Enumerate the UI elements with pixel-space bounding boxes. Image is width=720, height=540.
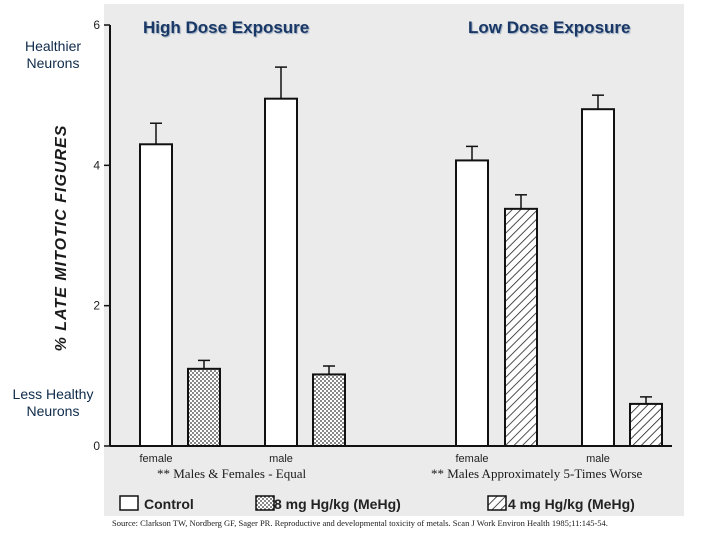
- group-label-male: male: [269, 453, 293, 465]
- y-tick-label: 4: [93, 158, 100, 172]
- bar-male-mehg: [629, 402, 663, 447]
- legend: Control 8 mg Hg/kg (MeHg) 4 mg Hg/kg (MeHg…: [119, 495, 635, 512]
- bar-female-mehg: [187, 367, 221, 448]
- high-dose-title: High Dose Exposure: [143, 18, 310, 37]
- legend-label-plain: Control: [144, 496, 194, 512]
- high-dose-note: ** Males & Females - Equal: [157, 466, 307, 481]
- bar-female-control: [455, 159, 489, 447]
- y-tick-label: 0: [93, 439, 100, 453]
- legend-label-dots: 8 mg Hg/kg (MeHg): [274, 496, 401, 512]
- y-tick-label: 2: [93, 299, 100, 313]
- less-healthy-neurons-label: Less Healthy Neurons: [12, 386, 94, 419]
- bar-male-mehg: [312, 373, 346, 447]
- bar-female-control: [139, 143, 173, 448]
- bar-female-mehg: [504, 207, 538, 447]
- bar-male-control: [264, 97, 298, 448]
- group-label-female: female: [139, 453, 172, 465]
- legend-label-hatch: 4 mg Hg/kg (MeHg): [508, 496, 635, 512]
- legend-swatch-plain: [119, 495, 139, 511]
- legend-swatch-hatch: [487, 495, 507, 511]
- group-label-male: male: [586, 453, 610, 465]
- y-axis-label: % LATE MITOTIC FIGURES: [53, 125, 70, 352]
- healthier-neurons-label: Healthier Neurons: [24, 38, 82, 71]
- source-citation: Source: Clarkson TW, Nordberg GF, Sager …: [112, 518, 608, 528]
- legend-swatch-dots: [255, 495, 275, 511]
- group-label-female: female: [455, 453, 488, 465]
- y-tick-label: 6: [93, 18, 100, 32]
- bar-male-control: [581, 108, 615, 447]
- low-dose-title: Low Dose Exposure: [468, 18, 631, 37]
- low-dose-note: ** Males Approximately 5-Times Worse: [431, 466, 643, 481]
